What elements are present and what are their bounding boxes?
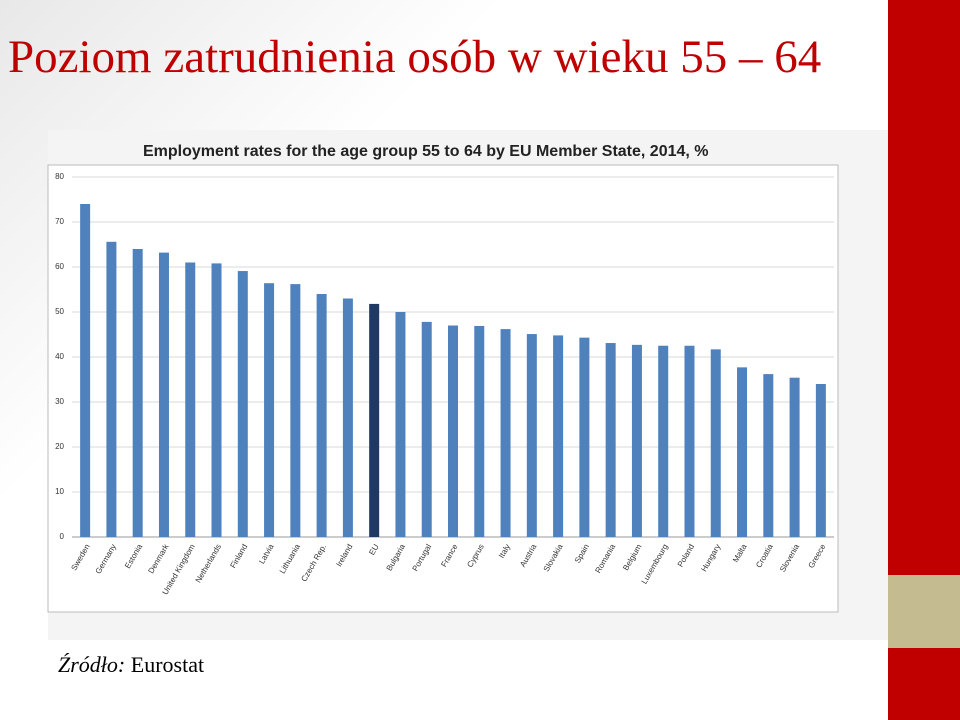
bar	[579, 337, 590, 537]
chart: Employment rates for the age group 55 to…	[47, 143, 839, 613]
bar	[526, 334, 537, 537]
bar	[237, 271, 248, 537]
y-tick-label: 80	[55, 172, 64, 181]
bar	[789, 377, 800, 537]
bar	[658, 345, 669, 537]
bar	[553, 335, 564, 537]
bar	[342, 298, 353, 537]
source-label: Źródło:	[58, 652, 126, 677]
bar	[500, 329, 511, 537]
bar	[132, 249, 143, 537]
bar	[264, 283, 275, 537]
bar	[763, 374, 774, 537]
bar	[158, 252, 169, 537]
bar	[815, 384, 826, 537]
chart-title: Employment rates for the age group 55 to…	[143, 143, 709, 160]
y-tick-label: 0	[60, 532, 65, 541]
y-tick-label: 70	[55, 217, 64, 226]
side-accent	[888, 575, 960, 648]
source-text: Eurostat	[130, 652, 205, 677]
bar	[684, 345, 695, 537]
bar	[369, 303, 380, 537]
y-tick-label: 20	[55, 442, 64, 451]
y-tick-label: 60	[55, 262, 64, 271]
y-tick-label: 30	[55, 397, 64, 406]
bar	[290, 284, 301, 537]
bar	[631, 344, 642, 537]
bar	[211, 263, 222, 537]
source: Źródło: Eurostat	[58, 652, 204, 678]
bar	[421, 321, 432, 537]
bar	[710, 349, 721, 537]
y-tick-label: 40	[55, 352, 64, 361]
bar	[185, 262, 196, 537]
bar	[605, 343, 616, 537]
bar	[448, 325, 458, 537]
bar	[395, 312, 406, 537]
bar	[737, 367, 748, 537]
bar	[106, 241, 117, 538]
slide-title: Poziom zatrudnienia osób w wieku 55 – 64	[8, 31, 822, 83]
y-tick-label: 10	[55, 487, 64, 496]
bar	[316, 294, 327, 537]
bar	[474, 325, 485, 537]
y-tick-label: 50	[55, 307, 64, 316]
bar	[80, 204, 91, 537]
